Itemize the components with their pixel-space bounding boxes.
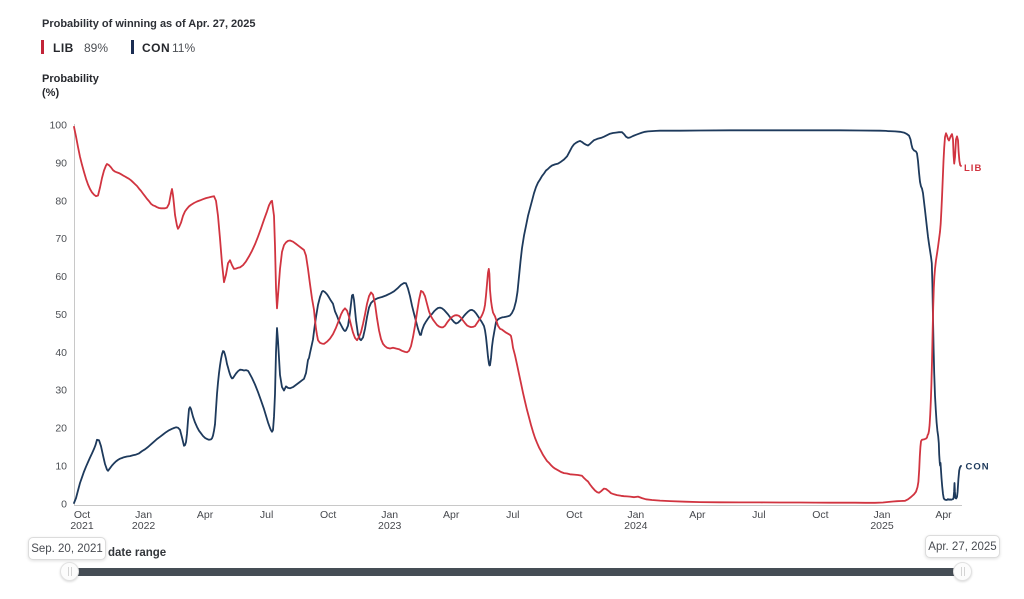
svg-text:Jan: Jan <box>874 509 891 521</box>
svg-text:80: 80 <box>55 195 67 207</box>
svg-text:2022: 2022 <box>132 520 156 532</box>
svg-text:Apr: Apr <box>197 509 214 521</box>
svg-text:40: 40 <box>55 347 67 359</box>
svg-text:60: 60 <box>55 271 67 283</box>
svg-text:30: 30 <box>55 385 67 397</box>
svg-text:Oct: Oct <box>566 509 582 521</box>
svg-text:Jan: Jan <box>381 509 398 521</box>
svg-text:Oct: Oct <box>320 509 336 521</box>
svg-text:70: 70 <box>55 233 67 245</box>
svg-text:LIB: LIB <box>964 163 982 174</box>
svg-text:90: 90 <box>55 157 67 169</box>
svg-text:2021: 2021 <box>70 520 94 532</box>
svg-text:50: 50 <box>55 309 67 321</box>
svg-text:Jul: Jul <box>260 509 273 521</box>
svg-text:Jul: Jul <box>752 509 765 521</box>
svg-text:Jul: Jul <box>506 509 519 521</box>
svg-text:100: 100 <box>49 120 67 132</box>
svg-text:Oct: Oct <box>74 509 90 521</box>
svg-text:10: 10 <box>55 460 67 472</box>
svg-text:2025: 2025 <box>870 520 894 532</box>
svg-text:2024: 2024 <box>624 520 648 532</box>
svg-text:Apr: Apr <box>689 509 706 521</box>
svg-text:20: 20 <box>55 423 67 435</box>
svg-text:Oct: Oct <box>812 509 828 521</box>
svg-text:CON: CON <box>966 462 990 473</box>
svg-text:Apr: Apr <box>443 509 460 521</box>
svg-text:0: 0 <box>61 498 67 510</box>
svg-text:Jan: Jan <box>627 509 644 521</box>
svg-text:Apr: Apr <box>935 509 952 521</box>
svg-text:Jan: Jan <box>135 509 152 521</box>
svg-text:2023: 2023 <box>378 520 402 532</box>
